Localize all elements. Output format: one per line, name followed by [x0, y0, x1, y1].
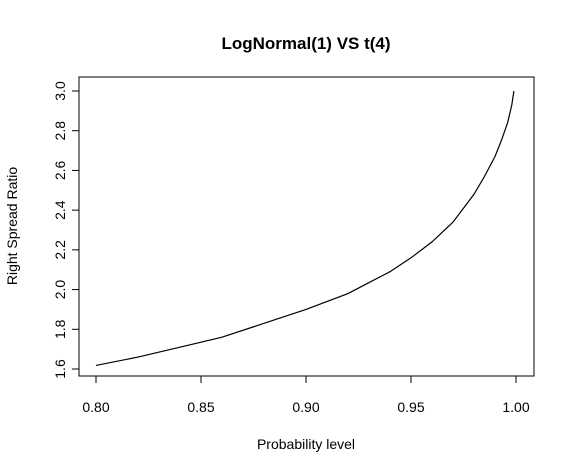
plot-frame — [78, 76, 535, 377]
y-tick-label: 2.6 — [52, 160, 68, 180]
y-axis: 1.6 1.8 2.0 2.2 2.4 2.6 2.8 3.0 — [52, 81, 80, 379]
y-tick-label: 2.0 — [52, 280, 68, 300]
series-line — [95, 90, 515, 367]
y-tick-label: 2.2 — [52, 240, 68, 260]
x-axis-label: Probability level — [257, 436, 355, 452]
x-tick-label: 0.85 — [187, 399, 214, 415]
y-tick-label: 1.8 — [52, 319, 68, 339]
x-tick-label: 0.95 — [397, 399, 424, 415]
y-tick-label: 3.0 — [52, 81, 68, 101]
x-tick-label: 1.00 — [502, 399, 529, 415]
x-tick-label: 0.80 — [82, 399, 109, 415]
y-tick-label: 2.8 — [52, 121, 68, 141]
x-tick-label: 0.90 — [292, 399, 319, 415]
chart-title: LogNormal(1) VS t(4) — [221, 34, 390, 53]
y-tick-label: 1.6 — [52, 359, 68, 379]
y-axis-label: Right Spread Ratio — [4, 167, 20, 286]
x-axis: 0.80 0.85 0.90 0.95 1.00 — [82, 375, 530, 415]
y-tick-label: 2.4 — [52, 200, 68, 220]
